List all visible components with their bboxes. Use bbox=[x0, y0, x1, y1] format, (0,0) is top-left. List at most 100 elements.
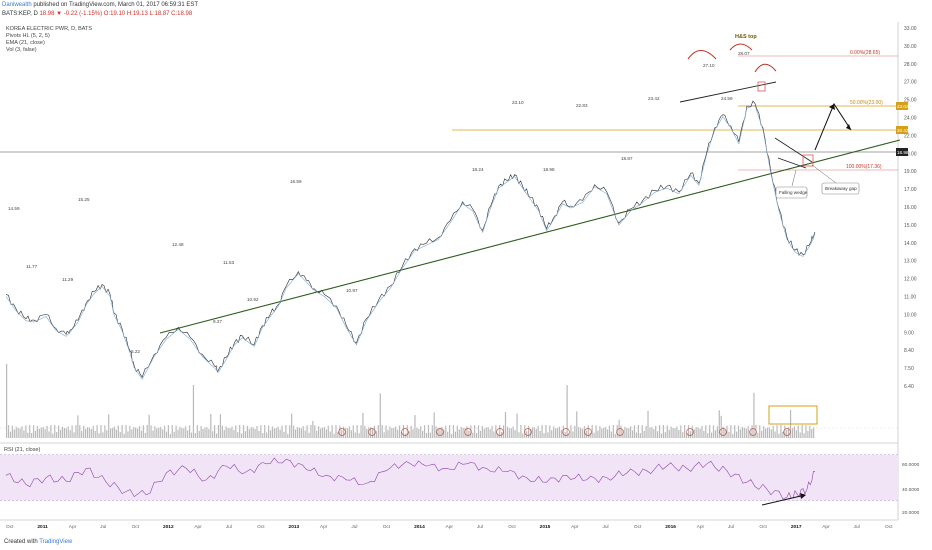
y-tick-label: 28.00 bbox=[904, 62, 917, 68]
volume-bar bbox=[190, 432, 193, 438]
volume-marker-circle bbox=[584, 428, 592, 436]
volume-bar bbox=[302, 426, 304, 438]
volume-bar bbox=[160, 426, 162, 438]
volume-bar bbox=[753, 392, 755, 438]
volume-marker-circle bbox=[401, 428, 409, 436]
volume-bar bbox=[15, 426, 17, 438]
volume-bar bbox=[639, 433, 641, 438]
price-pivot-label: 23.42 bbox=[648, 96, 660, 101]
legend-vol: Vol (3, false) bbox=[6, 47, 37, 53]
volume-bar bbox=[468, 430, 470, 438]
volume-bar bbox=[578, 426, 580, 438]
volume-bar bbox=[466, 426, 468, 438]
volume-bar bbox=[574, 425, 576, 438]
volume-bar bbox=[660, 433, 663, 438]
x-tick-label: Apr bbox=[571, 524, 579, 530]
long-term-trendline bbox=[159, 139, 901, 334]
volume-bar bbox=[445, 425, 447, 438]
volume-bar bbox=[167, 425, 169, 438]
volume-bar bbox=[414, 415, 416, 438]
volume-bar bbox=[229, 428, 231, 438]
y-tick-label: 12.00 bbox=[904, 277, 917, 283]
volume-bar bbox=[697, 427, 699, 438]
volume-bar bbox=[564, 431, 566, 438]
volume-bar bbox=[541, 425, 543, 438]
volume-bar bbox=[200, 426, 202, 438]
volume-bar bbox=[678, 429, 680, 438]
volume-bar bbox=[385, 425, 387, 438]
y-tick-label: 8.40 bbox=[904, 348, 914, 354]
falling-wedge-label: Falling wedge bbox=[779, 190, 808, 195]
volume-bar bbox=[393, 427, 395, 438]
volume-bar bbox=[350, 430, 352, 438]
x-tick-label: 2014 bbox=[414, 524, 425, 530]
volume-bar bbox=[348, 426, 351, 438]
volume-bar bbox=[662, 425, 665, 438]
volume-bar bbox=[784, 425, 786, 438]
volume-bar bbox=[628, 428, 630, 438]
price-pivot-label: 9.27 bbox=[213, 319, 222, 324]
x-tick-label: 2015 bbox=[540, 524, 551, 530]
volume-bar bbox=[175, 425, 177, 438]
volume-bar bbox=[737, 425, 740, 438]
volume-bar bbox=[472, 432, 474, 438]
volume-bar bbox=[506, 426, 509, 438]
x-tick-label: Apr bbox=[320, 524, 328, 530]
volume-bar bbox=[204, 427, 206, 438]
ohlc-values: O:19.10 H:19.13 L:18.87 C:18.98 bbox=[103, 11, 193, 17]
volume-bar bbox=[262, 433, 264, 438]
volume-bar bbox=[281, 425, 283, 438]
volume-bar bbox=[447, 431, 449, 438]
x-tick-label: Apr bbox=[69, 524, 77, 530]
volume-bar bbox=[163, 425, 166, 438]
symbol: BATS:KEP, D bbox=[2, 11, 38, 17]
volume-bar bbox=[595, 425, 597, 438]
volume-bar bbox=[668, 429, 670, 438]
volume-bar bbox=[395, 426, 397, 438]
volume-bar bbox=[568, 433, 570, 438]
volume-bar bbox=[412, 429, 414, 438]
volume-bar bbox=[672, 428, 674, 438]
volume-bar bbox=[441, 426, 443, 438]
volume-bar bbox=[670, 426, 672, 438]
tradingview-logo[interactable]: TradingView bbox=[39, 539, 73, 545]
volume-bar bbox=[135, 427, 137, 438]
volume-bar bbox=[764, 428, 767, 438]
volume-bar bbox=[601, 428, 603, 438]
volume-bar bbox=[244, 431, 247, 438]
volume-bar bbox=[250, 427, 252, 438]
volume-bar bbox=[179, 426, 181, 438]
price-series-line bbox=[5, 100, 816, 378]
volume-bar bbox=[129, 425, 131, 438]
volume-bar bbox=[71, 425, 73, 438]
volume-bar bbox=[516, 413, 518, 438]
x-tick-label: Oct bbox=[383, 524, 391, 530]
volume-bar bbox=[59, 429, 62, 438]
volume-bar bbox=[65, 428, 67, 438]
volume-bar bbox=[649, 427, 651, 438]
volume-bar bbox=[352, 425, 354, 438]
volume-bar bbox=[647, 410, 649, 438]
volume-bar bbox=[676, 426, 678, 438]
y-tick-label: 13.00 bbox=[904, 259, 917, 265]
volume-bar bbox=[79, 425, 81, 438]
ema-line bbox=[5, 104, 816, 380]
y-tick-label: 6.40 bbox=[904, 384, 914, 390]
volume-bar bbox=[724, 429, 726, 438]
volume-bar bbox=[433, 412, 435, 438]
price-pivot-label: 11.77 bbox=[26, 264, 38, 269]
author-link[interactable]: Daniwealth bbox=[2, 2, 32, 8]
y-tick-label: 17.00 bbox=[904, 187, 917, 193]
price-pivot-label: 16.59 bbox=[290, 179, 302, 184]
volume-bar bbox=[331, 425, 333, 438]
volume-bar bbox=[291, 413, 293, 438]
publish-header: Daniwealth published on TradingView.com,… bbox=[2, 2, 198, 8]
volume-bar bbox=[533, 427, 535, 438]
volume-bar bbox=[400, 432, 403, 438]
volume-marker-circle bbox=[562, 428, 570, 436]
rsi-y-tick-label: 40.0000 bbox=[902, 487, 920, 493]
price-pivot-label: 18.98 bbox=[543, 167, 555, 172]
volume-bar bbox=[46, 425, 48, 438]
price-pivot-label: 18.87 bbox=[621, 156, 633, 161]
